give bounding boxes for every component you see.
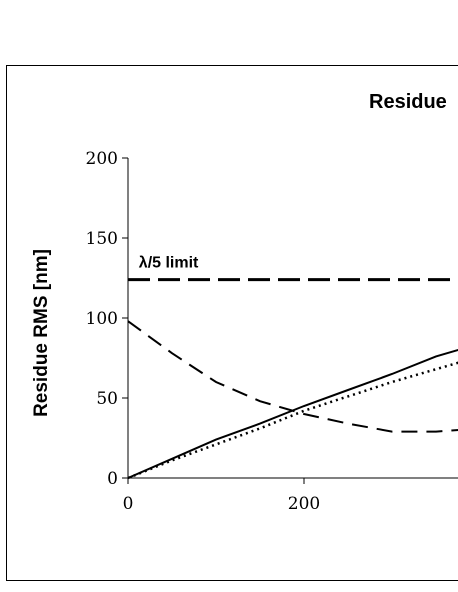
limit-annotation-label: λ/5 limit [139,255,199,272]
axes [127,158,458,479]
series-line-solid [127,348,458,479]
series-line-dotted [127,361,458,480]
y-tick-label: 0 [107,469,118,489]
y-tick-label: 100 [86,309,118,329]
chart-title: Residue [369,91,447,113]
residue-rms-chart: Residue Residue RMS [nm] 0 50 100 150 200 0 20… [31,91,458,514]
series-line-dashed [127,320,458,433]
y-tick-label: 50 [96,389,118,409]
tick-labels: 0 50 100 150 200 0 200 [86,149,321,514]
series-layer [127,278,458,480]
chart-frame: Residue Residue RMS [nm] 0 50 100 150 200 0 20… [6,65,458,581]
x-tick-label: 0 [123,494,134,514]
y-tick-label: 150 [86,229,118,249]
y-tick-label: 200 [86,149,118,169]
y-axis-label: Residue RMS [nm] [31,249,52,417]
annotations: λ/5 limit [139,255,199,272]
x-tick-label: 200 [288,494,320,514]
